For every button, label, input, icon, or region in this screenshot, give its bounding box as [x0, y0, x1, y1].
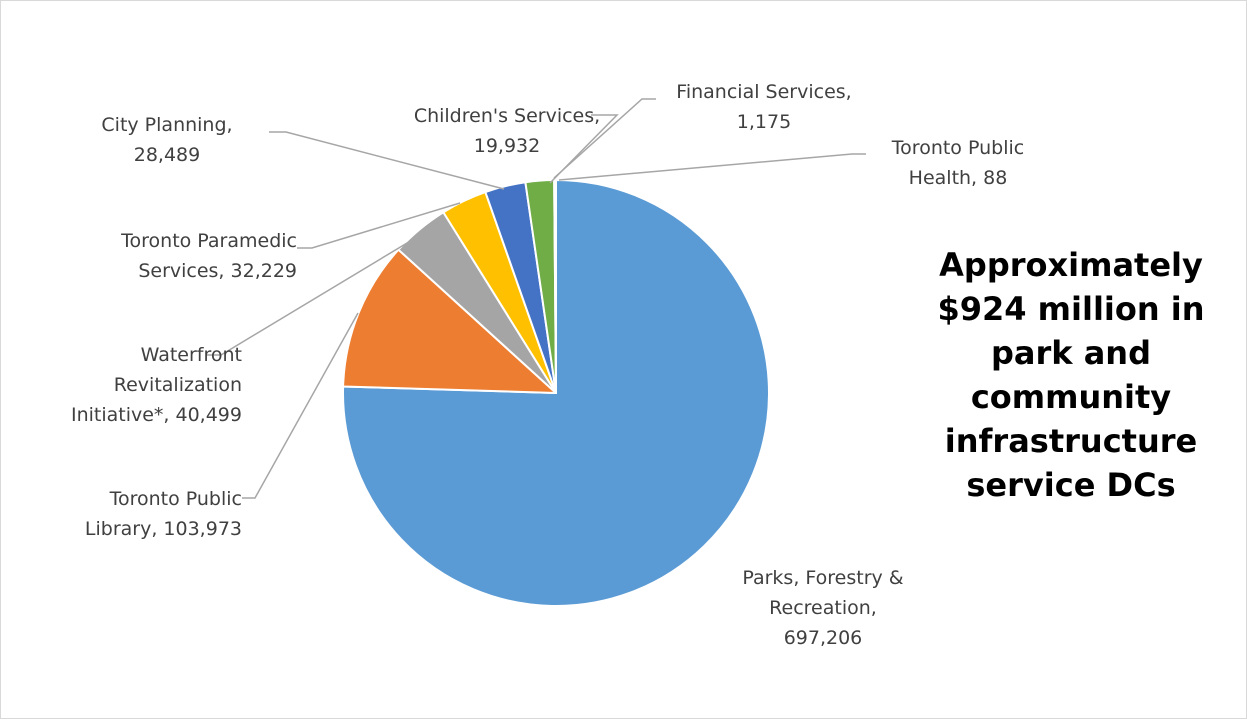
data-label: Toronto Public Library, 103,973	[85, 488, 242, 540]
data-label-line: 19,932	[474, 135, 540, 157]
data-label-line: Library, 103,973	[85, 518, 242, 540]
data-label-line: 28,489	[134, 144, 200, 166]
data-label: Waterfront Revitalization Initiative*, 40,…	[71, 344, 242, 426]
data-label-line: City Planning,	[101, 114, 232, 136]
chart-annotation: Approximately $924 million in park and c…	[921, 243, 1221, 507]
data-label-line: Parks, Forestry &	[742, 567, 903, 589]
data-label: Parks, Forestry & Recreation, 697,206	[742, 567, 903, 649]
data-label-line: Toronto Public	[891, 137, 1024, 159]
data-label: Children's Services, 19,932	[414, 105, 600, 157]
data-label-line: Services, 32,229	[138, 260, 297, 282]
data-label-line: 1,175	[737, 111, 791, 133]
data-label-line: Revitalization	[114, 374, 242, 396]
data-label: Financial Services, 1,175	[676, 81, 851, 133]
leader-line	[242, 313, 358, 498]
data-label-line: Waterfront	[141, 344, 242, 366]
data-label-line: Recreation,	[769, 597, 877, 619]
data-label-line: Toronto Paramedic	[120, 230, 297, 252]
data-label-line: Health, 88	[909, 167, 1008, 189]
data-label-line: 697,206	[784, 627, 863, 649]
data-label-line: Initiative*, 40,499	[71, 404, 242, 426]
data-label-line: Toronto Public	[109, 488, 242, 510]
leader-line	[269, 132, 504, 189]
data-label-line: Children's Services,	[414, 105, 600, 127]
leader-line	[559, 154, 866, 180]
data-label-line: Financial Services,	[676, 81, 851, 103]
data-label: City Planning, 28,489	[101, 114, 232, 166]
data-label: Toronto Paramedic Services, 32,229	[120, 230, 297, 282]
data-label: Toronto Public Health, 88	[891, 137, 1024, 189]
